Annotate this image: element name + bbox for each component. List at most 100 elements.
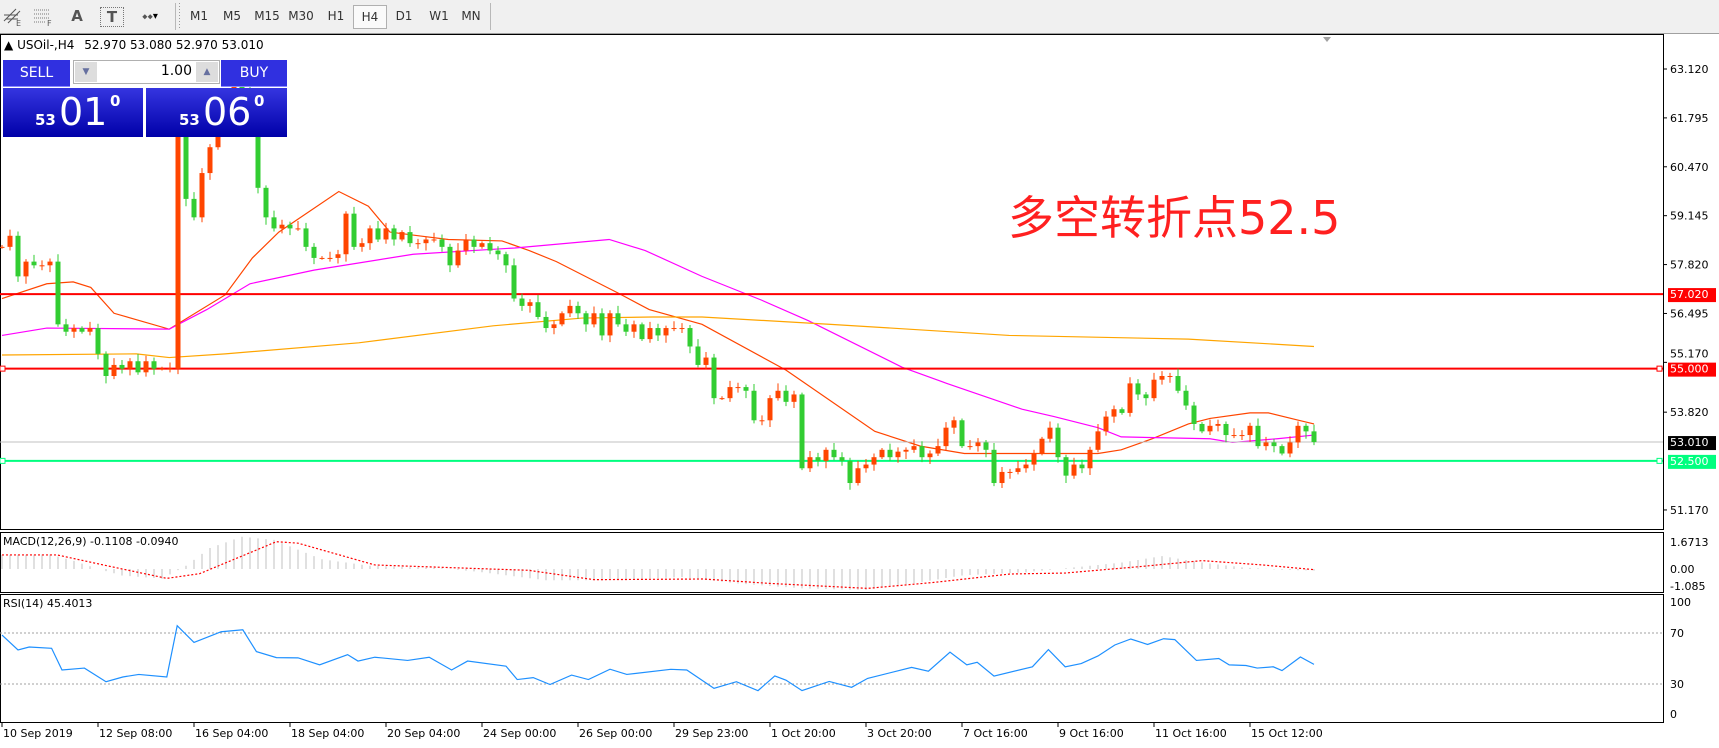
candle[interactable]	[159, 368, 165, 370]
line-handle[interactable]	[1656, 365, 1663, 372]
timeframe-d1[interactable]: D1	[395, 9, 413, 23]
candle[interactable]	[751, 390, 757, 421]
candle[interactable]	[1231, 435, 1237, 437]
candle[interactable]	[559, 313, 565, 325]
candle[interactable]	[439, 239, 445, 247]
candle[interactable]	[95, 328, 101, 354]
candle[interactable]	[767, 398, 773, 421]
candle[interactable]	[311, 246, 317, 258]
candle[interactable]	[623, 324, 629, 332]
candle[interactable]	[703, 357, 709, 365]
candle[interactable]	[359, 243, 365, 247]
candle[interactable]	[431, 239, 437, 241]
candle[interactable]	[815, 457, 821, 461]
candle[interactable]	[1055, 427, 1061, 458]
candle[interactable]	[1071, 464, 1077, 476]
candle[interactable]	[583, 313, 589, 325]
timeframe-m15[interactable]: M15	[254, 9, 280, 23]
candle[interactable]	[1023, 464, 1029, 469]
candle[interactable]	[327, 257, 333, 259]
candle[interactable]	[943, 427, 949, 447]
candle[interactable]	[447, 246, 453, 266]
candle[interactable]	[375, 228, 381, 240]
candle[interactable]	[1167, 376, 1173, 378]
candle[interactable]	[975, 442, 981, 447]
candle[interactable]	[687, 328, 693, 347]
timeframe-mn[interactable]: MN	[461, 9, 481, 23]
candle[interactable]	[1143, 394, 1149, 399]
candle[interactable]	[415, 243, 421, 245]
candle[interactable]	[295, 228, 301, 230]
candle[interactable]	[207, 147, 213, 174]
candle[interactable]	[1119, 409, 1125, 413]
candle[interactable]	[607, 313, 613, 336]
candle[interactable]	[303, 228, 309, 247]
candle[interactable]	[151, 361, 157, 369]
timeframe-m30[interactable]: M30	[288, 9, 314, 23]
candle[interactable]	[183, 132, 189, 199]
candle[interactable]	[663, 328, 669, 336]
candle[interactable]	[0, 246, 5, 248]
line-handle[interactable]	[0, 457, 6, 464]
candle[interactable]	[191, 198, 197, 218]
candle[interactable]	[887, 449, 893, 458]
candle[interactable]	[839, 457, 845, 461]
candle[interactable]	[1239, 435, 1245, 437]
fibonacci-fan-icon[interactable]: F	[32, 5, 54, 27]
candle[interactable]	[639, 324, 645, 340]
candle[interactable]	[855, 468, 861, 484]
candle[interactable]	[927, 453, 933, 458]
candle[interactable]	[103, 353, 109, 377]
candle[interactable]	[383, 228, 389, 240]
lot-increase-button[interactable]: ▲	[196, 62, 218, 82]
candle[interactable]	[967, 446, 973, 448]
candle[interactable]	[463, 239, 469, 251]
candle[interactable]	[1103, 416, 1109, 432]
candle[interactable]	[503, 254, 509, 266]
candle[interactable]	[335, 254, 341, 258]
candle[interactable]	[1223, 423, 1229, 436]
candle[interactable]	[1279, 446, 1285, 454]
candle[interactable]	[871, 457, 877, 465]
candle[interactable]	[1159, 376, 1165, 380]
fibonacci-expansion-icon[interactable]: E	[2, 5, 24, 27]
candle[interactable]	[7, 235, 13, 247]
candle[interactable]	[575, 305, 581, 314]
candle[interactable]	[1271, 442, 1277, 447]
candle[interactable]	[919, 446, 925, 458]
candle[interactable]	[655, 328, 661, 336]
candle[interactable]	[287, 224, 293, 229]
candle[interactable]	[367, 228, 373, 244]
candle[interactable]	[407, 232, 413, 244]
candle[interactable]	[879, 449, 885, 458]
candle[interactable]	[1311, 431, 1317, 443]
candle[interactable]	[495, 250, 501, 255]
candle[interactable]	[1007, 471, 1013, 473]
candle[interactable]	[1255, 425, 1261, 447]
candle[interactable]	[543, 316, 549, 329]
candle[interactable]	[263, 187, 269, 218]
candle[interactable]	[631, 324, 637, 332]
candle[interactable]	[199, 173, 205, 218]
candle[interactable]	[55, 261, 61, 325]
timeframe-w1[interactable]: W1	[429, 9, 449, 23]
candle[interactable]	[567, 305, 573, 314]
text-label-icon[interactable]: T	[100, 7, 124, 27]
candle[interactable]	[271, 217, 277, 229]
candle[interactable]	[175, 132, 181, 369]
candle[interactable]	[999, 471, 1005, 484]
candle[interactable]	[935, 446, 941, 454]
candle[interactable]	[527, 302, 533, 306]
candle[interactable]	[119, 364, 125, 369]
candle[interactable]	[455, 250, 461, 266]
candle[interactable]	[1087, 449, 1093, 469]
candle[interactable]	[1191, 405, 1197, 424]
timeframe-h4[interactable]: H4	[353, 5, 387, 29]
candle[interactable]	[719, 398, 725, 400]
candle[interactable]	[711, 357, 717, 399]
lot-decrease-button[interactable]: ▼	[75, 62, 97, 82]
candle[interactable]	[47, 261, 53, 266]
candle[interactable]	[127, 361, 133, 369]
candle[interactable]	[351, 213, 357, 247]
candle[interactable]	[1215, 423, 1221, 426]
